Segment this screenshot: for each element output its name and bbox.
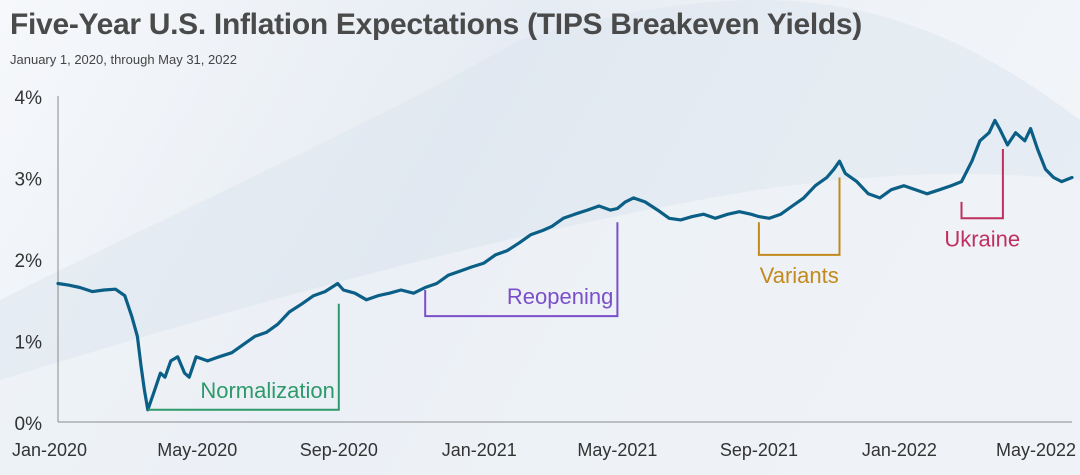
annotation-bracket-ukraine [960, 149, 1004, 220]
x-tick-label: Jan-2020 [12, 440, 87, 460]
annotation-label-reopening: Reopening [507, 284, 613, 309]
annotation-bracket-reopening [424, 222, 619, 318]
y-tick-label: 1% [15, 333, 43, 354]
annotation-label-ukraine: Ukraine [944, 226, 1020, 251]
x-tick-label: May-2022 [996, 440, 1076, 460]
x-tick-label: May-2020 [157, 440, 237, 460]
series-line [56, 118, 1074, 412]
y-tick-label: 0% [15, 414, 43, 435]
x-tick-label: Jan-2022 [862, 440, 937, 460]
annotation-bracket-normalization [147, 303, 340, 411]
y-tick-label: 3% [15, 170, 43, 191]
chart-subtitle: January 1, 2020, through May 31, 2022 [10, 52, 237, 67]
x-tick-label: May-2021 [577, 440, 657, 460]
y-tick-label: 2% [15, 251, 43, 272]
x-tick-label: Sep-2021 [720, 440, 798, 460]
annotation-label-variants: Variants [760, 263, 839, 288]
x-tick-label: Jan-2021 [442, 440, 517, 460]
y-tick-label: 4% [15, 88, 43, 109]
annotation-bracket-variants [757, 177, 841, 256]
chart-title: Five-Year U.S. Inflation Expectations (T… [10, 8, 862, 41]
annotation-label-normalization: Normalization [200, 378, 335, 403]
x-tick-label: Sep-2020 [300, 440, 378, 460]
